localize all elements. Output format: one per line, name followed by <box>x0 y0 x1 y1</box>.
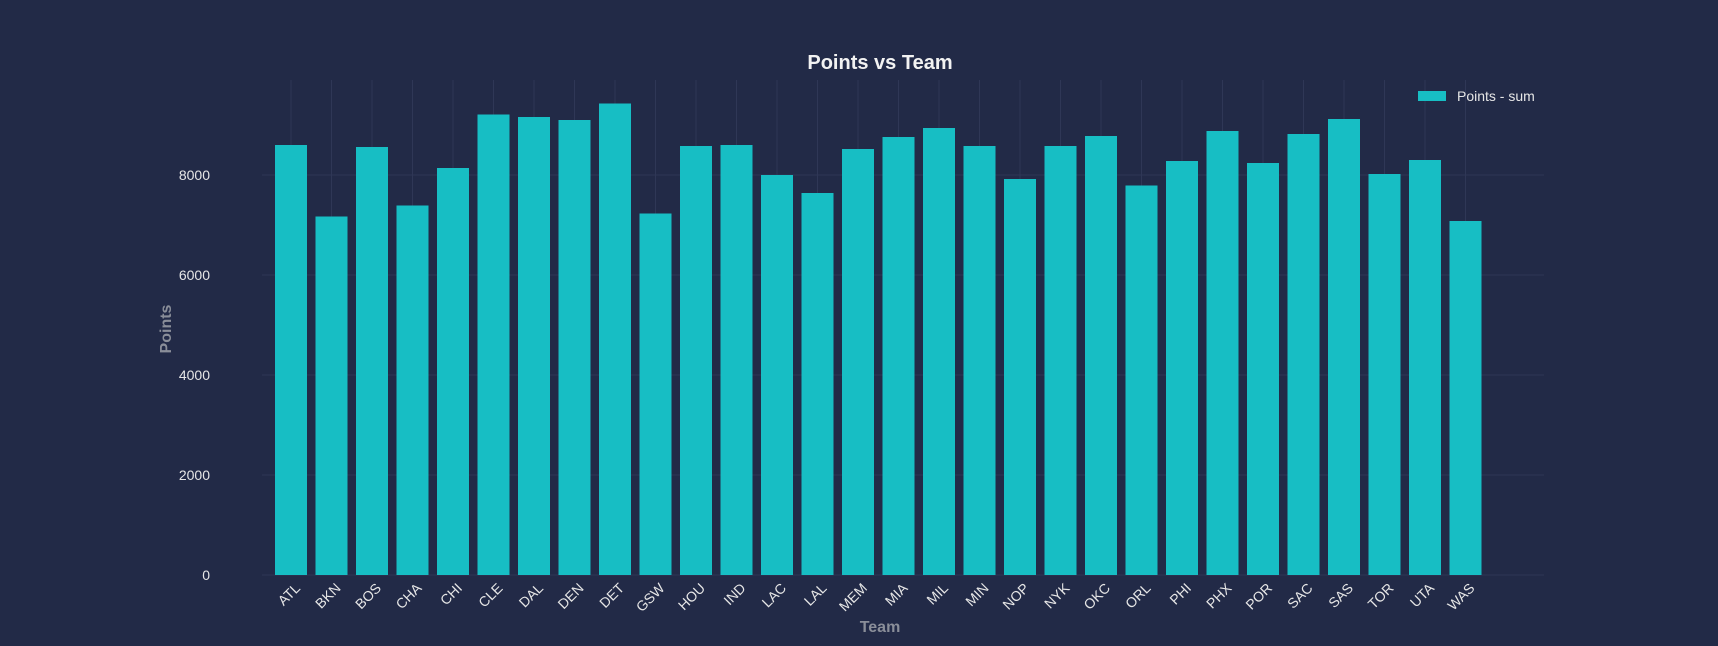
y-tick-label: 6000 <box>179 267 210 283</box>
bar-dal <box>518 117 550 575</box>
y-tick-label: 4000 <box>179 367 210 383</box>
y-axis-title: Points <box>158 304 175 353</box>
bar-tor <box>1368 174 1401 575</box>
bar-okc <box>1085 136 1117 575</box>
bar-mia <box>882 137 915 575</box>
bar-nop <box>1004 179 1036 575</box>
bars <box>275 103 1482 575</box>
bar-phx <box>1206 131 1239 575</box>
chart-title: Points vs Team <box>807 52 952 74</box>
bar-nyk <box>1044 146 1077 575</box>
bar-chi <box>437 168 469 575</box>
bar-det <box>599 103 631 575</box>
bar-atl <box>275 145 307 575</box>
y-tick-label: 8000 <box>179 167 210 183</box>
bar-lac <box>761 175 793 575</box>
bar-uta <box>1409 160 1441 575</box>
bar-orl <box>1125 185 1158 575</box>
bar-lal <box>801 193 834 575</box>
legend: Points - sum <box>1418 88 1535 104</box>
bar-mem <box>842 149 874 575</box>
y-tick-label: 2000 <box>179 467 210 483</box>
bar-hou <box>680 146 712 575</box>
y-tick-labels: 0 2000 4000 6000 8000 <box>179 167 210 583</box>
bar-den <box>558 120 591 575</box>
bar-ind <box>720 145 753 575</box>
bar-sas <box>1328 119 1360 575</box>
bar-gsw <box>639 213 672 575</box>
bar-por <box>1247 163 1279 575</box>
x-axis-title: Team <box>860 619 901 636</box>
bar-min <box>963 146 996 575</box>
bar-phi <box>1166 161 1198 575</box>
bar-cha <box>396 205 429 575</box>
bar-mil <box>923 128 955 575</box>
y-tick-label: 0 <box>202 567 210 583</box>
legend-label: Points - sum <box>1457 88 1535 104</box>
bar-bkn <box>315 216 348 575</box>
legend-swatch <box>1418 91 1446 101</box>
bar-sac <box>1287 134 1320 575</box>
bar-cle <box>477 114 510 575</box>
bar-was <box>1449 221 1482 575</box>
bar-bos <box>356 147 388 575</box>
